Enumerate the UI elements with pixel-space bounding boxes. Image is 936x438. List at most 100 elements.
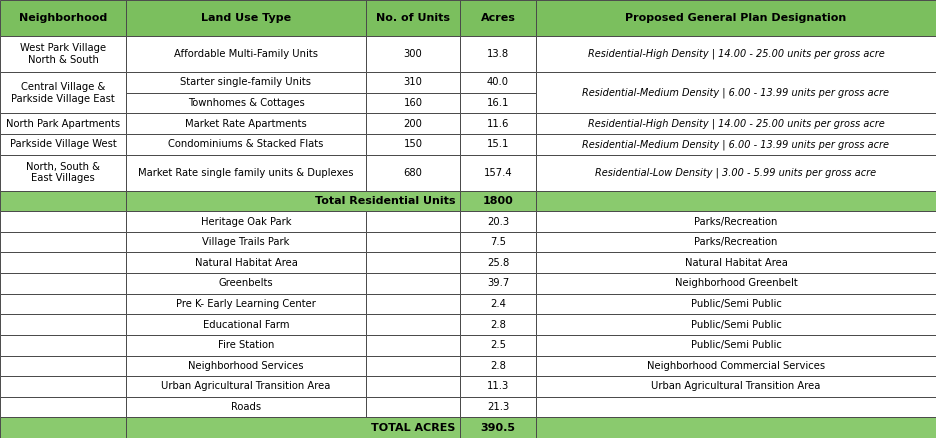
Bar bbox=[536, 252, 936, 273]
Text: 200: 200 bbox=[403, 119, 422, 129]
Bar bbox=[536, 72, 936, 113]
Bar bbox=[126, 72, 366, 93]
Text: 2.5: 2.5 bbox=[490, 340, 506, 350]
Text: 310: 310 bbox=[403, 78, 422, 88]
Text: Neighborhood Greenbelt: Neighborhood Greenbelt bbox=[675, 279, 797, 288]
Bar bbox=[366, 356, 460, 376]
Bar bbox=[126, 314, 366, 335]
Text: Public/Semi Public: Public/Semi Public bbox=[691, 299, 782, 309]
Text: Natural Habitat Area: Natural Habitat Area bbox=[684, 258, 787, 268]
Bar bbox=[0, 252, 126, 273]
Text: Urban Agricultural Transition Area: Urban Agricultural Transition Area bbox=[161, 381, 330, 392]
Bar bbox=[366, 211, 460, 232]
Text: North Park Apartments: North Park Apartments bbox=[6, 119, 120, 129]
Text: Condominiums & Stacked Flats: Condominiums & Stacked Flats bbox=[168, 139, 324, 149]
Bar bbox=[366, 232, 460, 252]
Bar bbox=[366, 134, 460, 155]
Text: 15.1: 15.1 bbox=[487, 139, 509, 149]
Bar bbox=[460, 155, 536, 191]
Bar bbox=[366, 36, 460, 72]
Bar bbox=[366, 252, 460, 273]
Bar bbox=[366, 294, 460, 314]
Bar bbox=[536, 155, 936, 191]
Text: 7.5: 7.5 bbox=[490, 237, 506, 247]
Text: 13.8: 13.8 bbox=[487, 49, 509, 59]
Text: Acres: Acres bbox=[480, 13, 516, 23]
Bar bbox=[126, 191, 460, 211]
Text: No. of Units: No. of Units bbox=[376, 13, 450, 23]
Text: Village Trails Park: Village Trails Park bbox=[202, 237, 289, 247]
Text: 39.7: 39.7 bbox=[487, 279, 509, 288]
Bar bbox=[126, 397, 366, 417]
Bar bbox=[460, 314, 536, 335]
Bar bbox=[536, 376, 936, 397]
Text: Parkside Village West: Parkside Village West bbox=[9, 139, 116, 149]
Text: 40.0: 40.0 bbox=[487, 78, 509, 88]
Text: TOTAL ACRES: TOTAL ACRES bbox=[371, 423, 455, 433]
Bar bbox=[126, 252, 366, 273]
Text: Neighborhood Commercial Services: Neighborhood Commercial Services bbox=[647, 361, 825, 371]
Bar bbox=[126, 155, 366, 191]
Bar bbox=[366, 273, 460, 294]
Bar bbox=[536, 191, 936, 211]
Bar bbox=[126, 232, 366, 252]
Bar bbox=[0, 211, 126, 232]
Bar bbox=[126, 93, 366, 113]
Bar bbox=[460, 134, 536, 155]
Text: Proposed General Plan Designation: Proposed General Plan Designation bbox=[625, 13, 847, 23]
Bar bbox=[0, 134, 126, 155]
Bar bbox=[460, 294, 536, 314]
Bar bbox=[126, 211, 366, 232]
Text: Residential-Medium Density | 6.00 - 13.99 units per gross acre: Residential-Medium Density | 6.00 - 13.9… bbox=[582, 88, 889, 98]
Text: Central Village &
Parkside Village East: Central Village & Parkside Village East bbox=[11, 82, 115, 103]
Text: Neighborhood Services: Neighborhood Services bbox=[188, 361, 304, 371]
Text: 2.4: 2.4 bbox=[490, 299, 506, 309]
Bar bbox=[366, 93, 460, 113]
Bar bbox=[460, 417, 536, 438]
Bar bbox=[460, 36, 536, 72]
Bar bbox=[536, 211, 936, 232]
Bar bbox=[460, 376, 536, 397]
Bar bbox=[126, 113, 366, 134]
Bar bbox=[460, 356, 536, 376]
Bar bbox=[0, 417, 126, 438]
Bar bbox=[0, 191, 126, 211]
Bar bbox=[536, 134, 936, 155]
Bar bbox=[366, 376, 460, 397]
Text: 1800: 1800 bbox=[483, 196, 513, 206]
Bar bbox=[0, 294, 126, 314]
Bar bbox=[460, 252, 536, 273]
Text: 20.3: 20.3 bbox=[487, 216, 509, 226]
Bar bbox=[536, 314, 936, 335]
Bar bbox=[536, 273, 936, 294]
Bar bbox=[460, 72, 536, 93]
Bar bbox=[366, 397, 460, 417]
Bar bbox=[366, 335, 460, 356]
Text: Pre K- Early Learning Center: Pre K- Early Learning Center bbox=[176, 299, 316, 309]
Bar bbox=[366, 113, 460, 134]
Bar bbox=[0, 397, 126, 417]
Text: Market Rate single family units & Duplexes: Market Rate single family units & Duplex… bbox=[139, 168, 354, 178]
Bar bbox=[0, 113, 126, 134]
Text: Land Use Type: Land Use Type bbox=[201, 13, 291, 23]
Text: 157.4: 157.4 bbox=[484, 168, 512, 178]
Text: Parks/Recreation: Parks/Recreation bbox=[695, 216, 778, 226]
Bar bbox=[126, 294, 366, 314]
Text: Greenbelts: Greenbelts bbox=[219, 279, 273, 288]
Bar bbox=[0, 314, 126, 335]
Text: Residential-High Density | 14.00 - 25.00 units per gross acre: Residential-High Density | 14.00 - 25.00… bbox=[588, 49, 885, 60]
Bar bbox=[126, 273, 366, 294]
Text: 2.8: 2.8 bbox=[490, 320, 506, 330]
Bar bbox=[536, 113, 936, 134]
Text: Natural Habitat Area: Natural Habitat Area bbox=[195, 258, 298, 268]
Bar bbox=[126, 376, 366, 397]
Bar bbox=[460, 93, 536, 113]
Bar bbox=[126, 335, 366, 356]
Text: Market Rate Apartments: Market Rate Apartments bbox=[185, 119, 307, 129]
Bar bbox=[536, 397, 936, 417]
Text: Public/Semi Public: Public/Semi Public bbox=[691, 340, 782, 350]
Bar bbox=[0, 155, 126, 191]
Bar bbox=[536, 232, 936, 252]
Bar bbox=[460, 273, 536, 294]
Text: Townhomes & Cottages: Townhomes & Cottages bbox=[187, 98, 304, 108]
